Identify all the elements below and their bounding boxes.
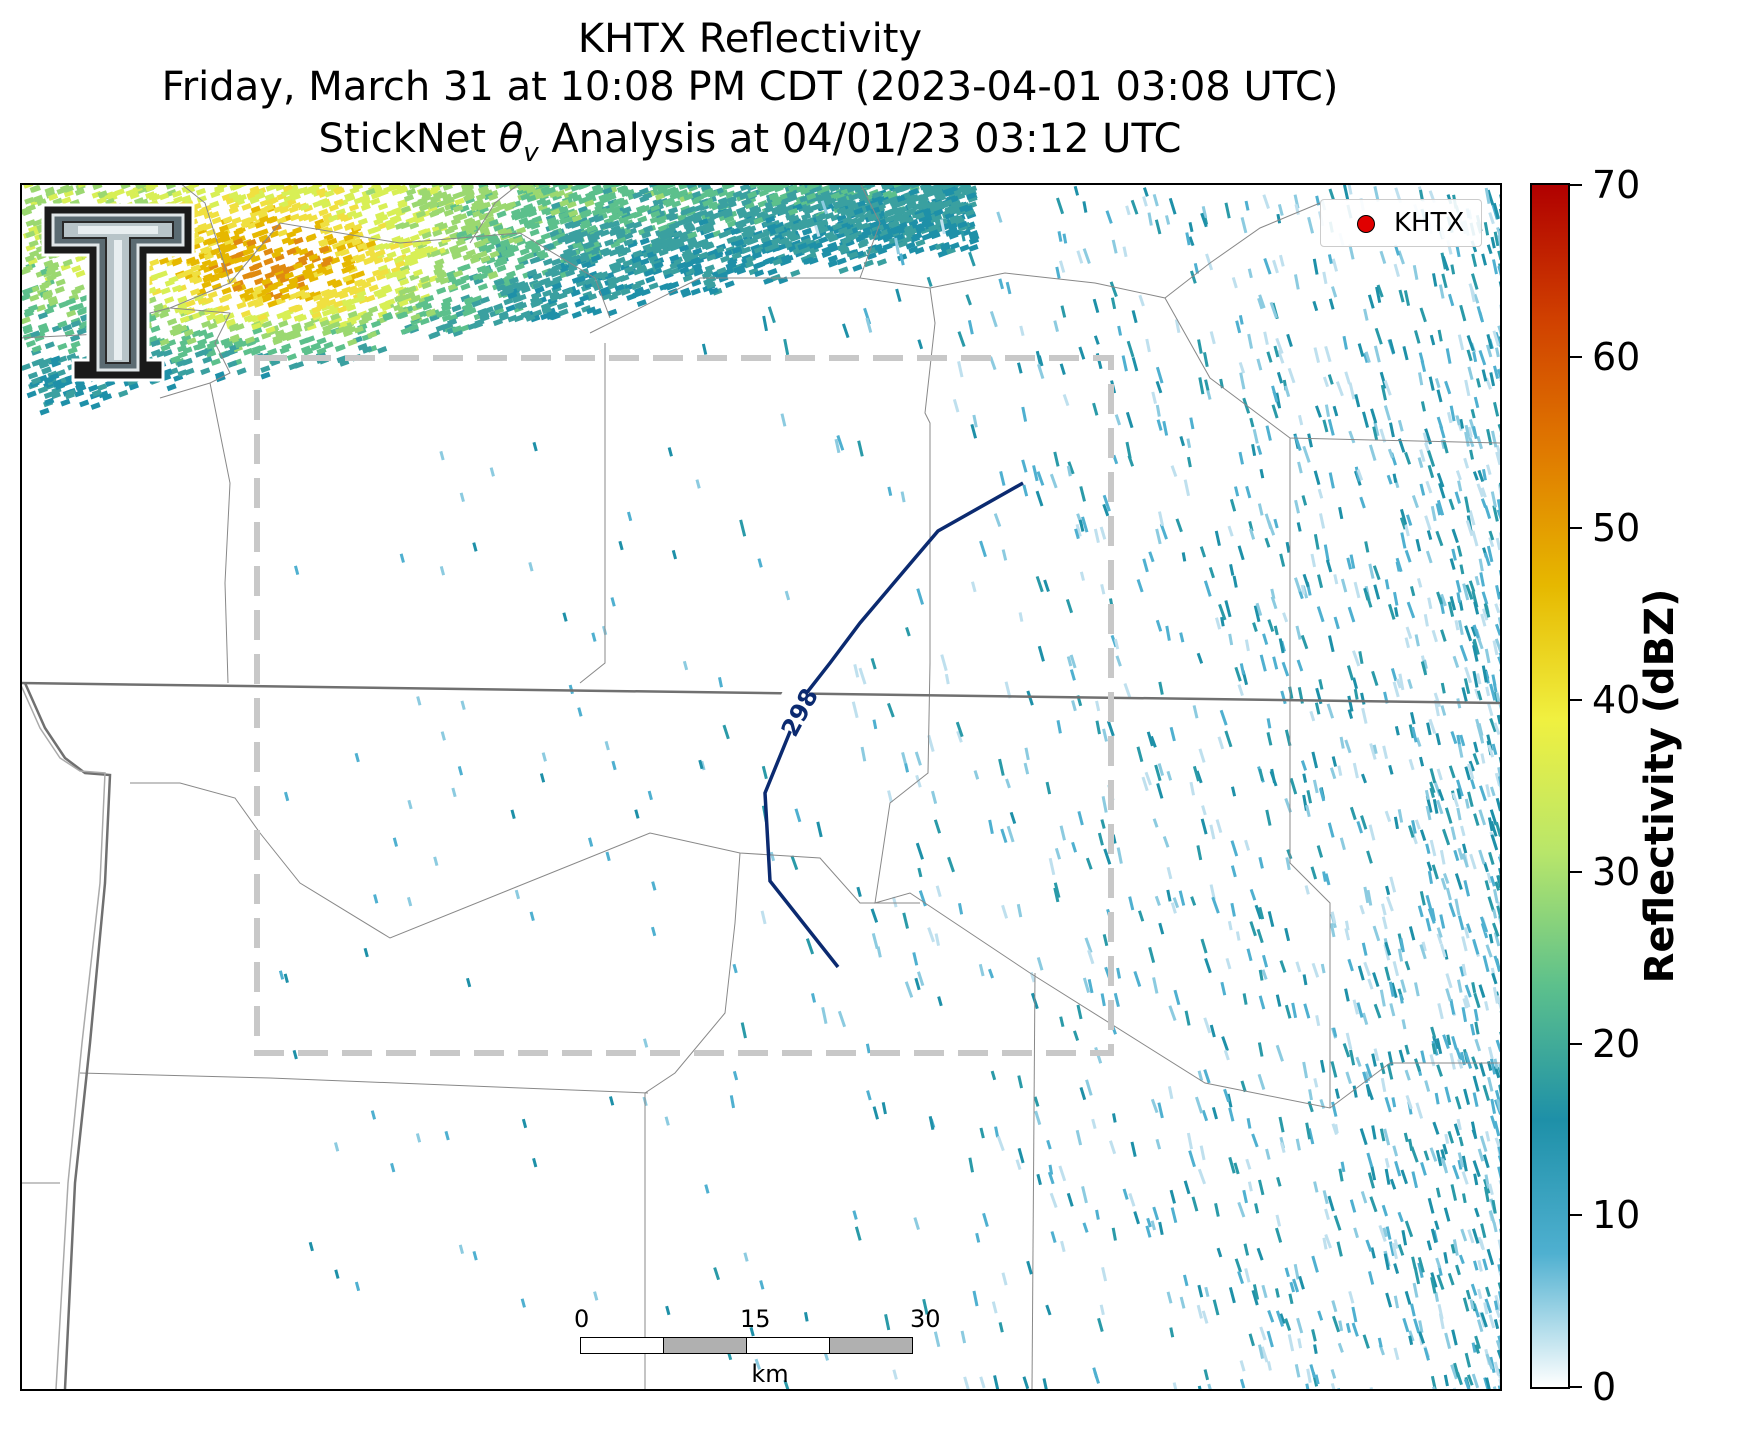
scale-unit: km bbox=[751, 1360, 789, 1388]
colorbar-tick-label: 10 bbox=[1592, 1193, 1641, 1238]
chart-title: KHTX Reflectivity bbox=[577, 16, 923, 62]
colorbar-tick-label: 40 bbox=[1592, 678, 1641, 723]
colorbar-tick bbox=[1570, 184, 1582, 186]
radar-map: 298 bbox=[20, 183, 1500, 1389]
colorbar-tick bbox=[1570, 1042, 1582, 1045]
colorbar-tick-label: 70 bbox=[1592, 163, 1641, 207]
colorbar-tick-label: 60 bbox=[1592, 334, 1641, 379]
colorbar-tick bbox=[1570, 699, 1582, 702]
state-boundaries bbox=[20, 681, 1500, 1389]
scale-tick-0: 0 bbox=[574, 1305, 590, 1333]
colorbar-tick bbox=[1570, 1214, 1582, 1217]
colorbar-tick bbox=[1570, 355, 1582, 358]
chart-analysis-subtitle: StickNet θv Analysis at 04/01/23 03:12 U… bbox=[318, 116, 1182, 168]
scale-segment bbox=[829, 1337, 913, 1354]
scale-bar: 0 15 30 km bbox=[574, 1300, 960, 1390]
chart-datetime: Friday, March 31 at 10:08 PM CDT (2023-0… bbox=[161, 64, 1339, 110]
reflectivity-echoes bbox=[20, 183, 1500, 1389]
county-boundaries bbox=[20, 183, 1500, 1389]
colorbar bbox=[1530, 183, 1570, 1389]
colorbar-tick bbox=[1570, 527, 1582, 530]
colorbar-tick-label: 50 bbox=[1592, 506, 1641, 551]
colorbar-tick bbox=[1570, 870, 1582, 873]
colorbar-tick-label: 30 bbox=[1592, 849, 1641, 894]
theta-v-contour-line bbox=[763, 481, 1024, 969]
texas-tech-double-t-logo bbox=[41, 203, 195, 382]
colorbar-tick-label: 20 bbox=[1592, 1021, 1641, 1066]
colorbar-tick-label: 0 bbox=[1592, 1365, 1617, 1409]
legend: KHTX bbox=[1320, 199, 1482, 247]
scale-segment bbox=[580, 1337, 664, 1354]
analysis-domain-box bbox=[254, 355, 1114, 1056]
colorbar-tick bbox=[1570, 1386, 1582, 1388]
scale-tick-15: 15 bbox=[740, 1305, 771, 1333]
scale-segment bbox=[663, 1337, 747, 1354]
radar-site-marker bbox=[1357, 215, 1375, 233]
scale-tick-30: 30 bbox=[910, 1305, 941, 1333]
colorbar-title: Reflectivity (dBZ) bbox=[1637, 588, 1683, 984]
legend-label: KHTX bbox=[1394, 208, 1465, 238]
scale-segment bbox=[746, 1337, 830, 1354]
